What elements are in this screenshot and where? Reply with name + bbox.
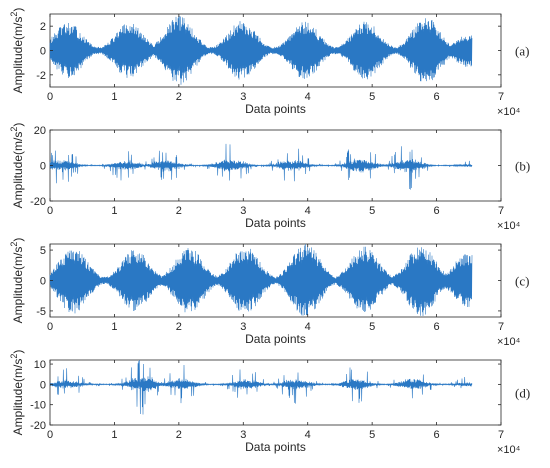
x-tick-label: 1 [111, 321, 117, 333]
y-tick-label: -2 [36, 70, 46, 82]
x-tick-label: 5 [369, 205, 375, 217]
x-axis-label: Data points [245, 440, 306, 454]
x-axis-label: Data points [245, 332, 306, 346]
x-tick-label: 2 [176, 205, 182, 217]
x-tick-label: 4 [305, 321, 311, 333]
x-tick-label: 6 [434, 205, 440, 217]
signal-line [49, 243, 473, 317]
panel-label: (d) [515, 386, 530, 401]
x-tick-label: 2 [176, 91, 182, 103]
x-multiplier: ×10⁴ [497, 444, 521, 456]
signal-line [49, 15, 473, 85]
x-axis-label: Data points [245, 102, 306, 116]
y-axis-label: Amplitude(m/s2) [9, 238, 25, 324]
x-tick-label: 1 [111, 429, 117, 441]
x-tick-label: 7 [498, 429, 504, 441]
x-tick-label: 1 [111, 205, 117, 217]
signal-line [49, 359, 473, 415]
y-tick-label: 0 [40, 379, 46, 391]
y-tick-label: -20 [30, 196, 46, 208]
x-tick-label: 3 [240, 205, 246, 217]
x-tick-label: 5 [369, 429, 375, 441]
panel-label: (a) [515, 44, 529, 59]
x-tick-label: 2 [176, 321, 182, 333]
panel-d: 0 1 2 3 4 5 6 7 -20 -10 0 10 Data points ×10⁴ Amplitud… [9, 350, 530, 456]
y-axis-label: Amplitude(m/s2) [9, 123, 25, 209]
y-tick-label: -5 [36, 306, 46, 318]
y-tick-label: -20 [30, 420, 46, 432]
y-tick-label: 20 [34, 125, 46, 137]
x-tick-label: 0 [47, 91, 53, 103]
y-tick-label: 0 [40, 161, 46, 173]
y-tick-label: 5 [40, 245, 46, 257]
y-tick-label: 2 [40, 21, 46, 33]
x-tick-label: 4 [305, 429, 311, 441]
y-tick-label: 10 [34, 359, 46, 371]
y-tick-label: 0 [40, 46, 46, 58]
x-multiplier: ×10⁴ [497, 336, 521, 348]
x-tick-label: 7 [498, 91, 504, 103]
x-axis-label: Data points [245, 216, 306, 230]
x-tick-label: 7 [498, 205, 504, 217]
axes-box [49, 359, 502, 426]
x-tick-label: 5 [369, 91, 375, 103]
x-tick-label: 4 [305, 91, 311, 103]
x-tick-label: 0 [47, 429, 53, 441]
x-tick-label: 1 [111, 91, 117, 103]
x-tick-label: 5 [369, 321, 375, 333]
x-tick-label: 6 [434, 91, 440, 103]
panel-label: (b) [515, 159, 530, 174]
y-tick-label: -10 [30, 400, 46, 412]
y-tick-label: 0 [40, 276, 46, 288]
panel-label: (c) [515, 274, 529, 289]
x-tick-label: 6 [434, 321, 440, 333]
y-axis-label: Amplitude(m/s2) [9, 350, 25, 436]
x-tick-label: 0 [47, 205, 53, 217]
signal-line [49, 143, 473, 190]
x-tick-label: 3 [240, 91, 246, 103]
x-tick-label: 4 [305, 205, 311, 217]
x-tick-label: 3 [240, 429, 246, 441]
y-axis-label: Amplitude(m/s2) [9, 8, 25, 94]
x-multiplier: ×10⁴ [497, 106, 521, 118]
x-tick-label: 2 [176, 429, 182, 441]
x-tick-label: 3 [240, 321, 246, 333]
x-tick-label: 0 [47, 321, 53, 333]
x-tick-label: 6 [434, 429, 440, 441]
x-tick-label: 7 [498, 321, 504, 333]
x-multiplier: ×10⁴ [497, 220, 521, 232]
